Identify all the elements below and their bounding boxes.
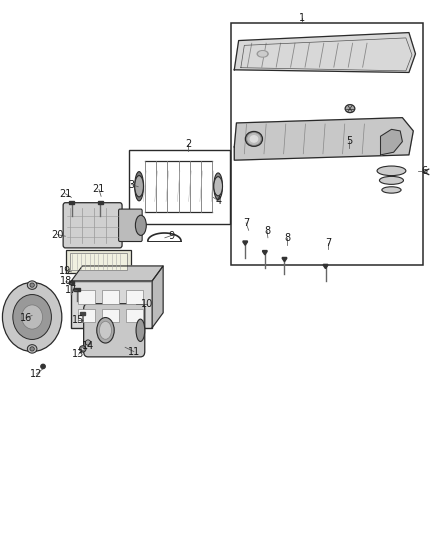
- Ellipse shape: [259, 52, 267, 56]
- Text: 7: 7: [243, 218, 249, 228]
- Ellipse shape: [22, 305, 42, 329]
- Ellipse shape: [382, 187, 401, 193]
- Text: 2: 2: [185, 139, 191, 149]
- Ellipse shape: [85, 340, 91, 345]
- Ellipse shape: [80, 346, 86, 352]
- Bar: [70, 253, 127, 270]
- Text: 13: 13: [72, 349, 85, 359]
- Ellipse shape: [13, 295, 51, 340]
- FancyArrow shape: [243, 241, 247, 245]
- Text: 12: 12: [30, 369, 42, 379]
- Bar: [130, 150, 230, 224]
- Polygon shape: [234, 118, 413, 160]
- Ellipse shape: [377, 166, 406, 175]
- Bar: [71, 281, 152, 328]
- Text: 8: 8: [264, 226, 270, 236]
- Ellipse shape: [41, 365, 45, 368]
- Text: 9: 9: [168, 231, 174, 241]
- Bar: [102, 309, 120, 322]
- Ellipse shape: [30, 347, 34, 351]
- Text: 6: 6: [421, 166, 427, 176]
- Text: 21: 21: [59, 189, 71, 199]
- Text: 19: 19: [59, 266, 71, 276]
- Text: 4: 4: [216, 196, 222, 206]
- Bar: [80, 312, 85, 316]
- Ellipse shape: [345, 104, 355, 112]
- Text: 7: 7: [325, 238, 331, 247]
- Text: 17: 17: [65, 285, 78, 295]
- Ellipse shape: [245, 132, 262, 147]
- Ellipse shape: [136, 319, 145, 342]
- Text: 11: 11: [128, 346, 140, 357]
- FancyBboxPatch shape: [63, 203, 122, 248]
- Ellipse shape: [257, 51, 268, 57]
- Bar: [74, 288, 80, 291]
- Ellipse shape: [135, 172, 144, 201]
- Bar: [126, 309, 144, 322]
- Bar: [69, 281, 74, 284]
- Text: 5: 5: [346, 135, 352, 146]
- Bar: [66, 250, 131, 273]
- FancyArrow shape: [283, 257, 287, 262]
- Bar: [69, 200, 74, 204]
- Text: 8: 8: [284, 233, 290, 244]
- Polygon shape: [234, 33, 416, 72]
- Ellipse shape: [97, 318, 114, 343]
- Ellipse shape: [214, 173, 223, 199]
- FancyArrow shape: [263, 251, 267, 255]
- Bar: [78, 309, 95, 322]
- Ellipse shape: [99, 321, 112, 340]
- Ellipse shape: [135, 175, 144, 197]
- Bar: [102, 290, 120, 304]
- Ellipse shape: [214, 176, 223, 196]
- Ellipse shape: [27, 345, 37, 353]
- Bar: [126, 290, 144, 304]
- Bar: [98, 200, 103, 204]
- Ellipse shape: [30, 283, 34, 287]
- FancyBboxPatch shape: [119, 209, 142, 241]
- FancyBboxPatch shape: [84, 304, 145, 357]
- Ellipse shape: [3, 282, 62, 352]
- Ellipse shape: [250, 136, 258, 142]
- Ellipse shape: [81, 348, 85, 351]
- Text: 10: 10: [141, 298, 153, 309]
- FancyArrow shape: [323, 264, 328, 269]
- Polygon shape: [152, 266, 163, 328]
- Text: 1: 1: [299, 13, 305, 23]
- Ellipse shape: [27, 281, 37, 289]
- Polygon shape: [71, 266, 163, 281]
- Bar: [231, 23, 423, 265]
- Text: 21: 21: [93, 184, 105, 195]
- Bar: [78, 290, 95, 304]
- Text: 16: 16: [20, 313, 32, 323]
- Text: 3: 3: [129, 180, 135, 190]
- Text: 20: 20: [51, 230, 64, 240]
- Text: 15: 15: [72, 314, 85, 325]
- Ellipse shape: [135, 215, 146, 236]
- Text: 18: 18: [60, 277, 72, 286]
- Ellipse shape: [379, 176, 403, 184]
- Text: 14: 14: [82, 341, 94, 351]
- Polygon shape: [381, 130, 403, 155]
- Ellipse shape: [248, 134, 260, 144]
